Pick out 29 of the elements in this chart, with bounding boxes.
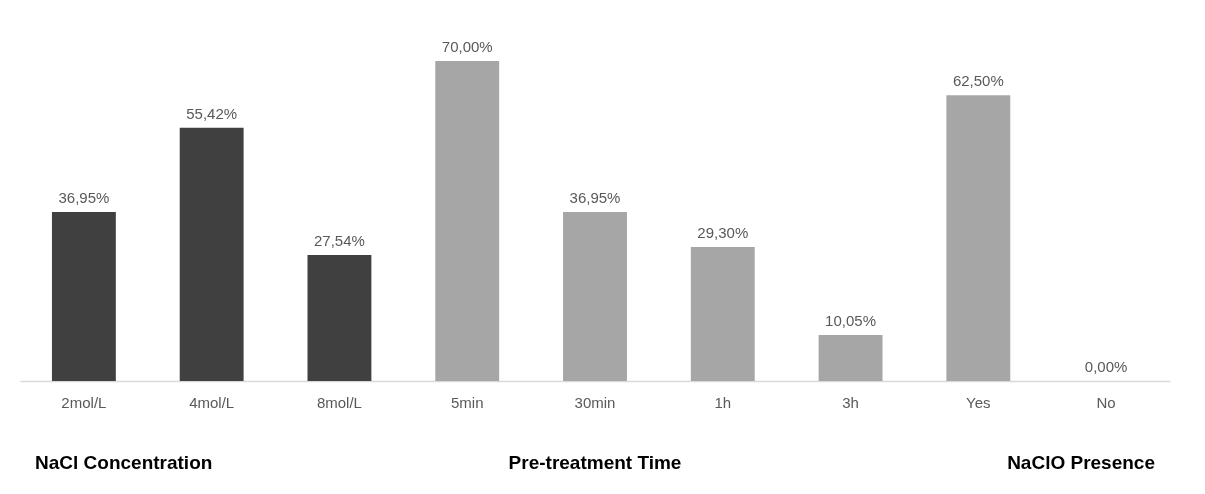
x-tick-label: 5min <box>450 393 484 411</box>
bar <box>563 212 627 381</box>
data-label: 55,42% <box>186 104 238 122</box>
x-tick-label: 8mol/L <box>316 393 362 411</box>
text: NaCl Concentration <box>35 452 213 473</box>
data-label: 27,54% <box>314 232 365 250</box>
text: Pre-treatment Time <box>508 452 682 473</box>
text: NaClO Presence <box>1007 452 1155 473</box>
x-tick-label: Yes <box>966 393 991 411</box>
data-label: 0,00% <box>1084 358 1128 375</box>
bar <box>818 335 883 381</box>
data-label: 36,95% <box>58 189 110 207</box>
data-label: 70,00% <box>441 38 493 55</box>
x-tick-label: No <box>1096 393 1116 411</box>
x-tick-label: 30min <box>574 393 616 411</box>
x-tick-label: 2mol/L <box>61 393 107 411</box>
data-label: 36,95% <box>569 189 621 207</box>
bar <box>51 212 116 381</box>
bar <box>690 247 755 381</box>
data-label: 62,50% <box>952 72 1004 90</box>
x-tick-label: 3h <box>842 393 859 411</box>
x-tick-label: 4mol/L <box>189 393 235 411</box>
bar <box>435 61 500 381</box>
data-label: 10,05% <box>825 312 876 330</box>
x-tick-label: 1h <box>714 393 732 411</box>
bar <box>307 255 372 381</box>
bar <box>179 127 244 381</box>
bar <box>946 95 1011 381</box>
data-label: 29,30% <box>697 224 749 242</box>
